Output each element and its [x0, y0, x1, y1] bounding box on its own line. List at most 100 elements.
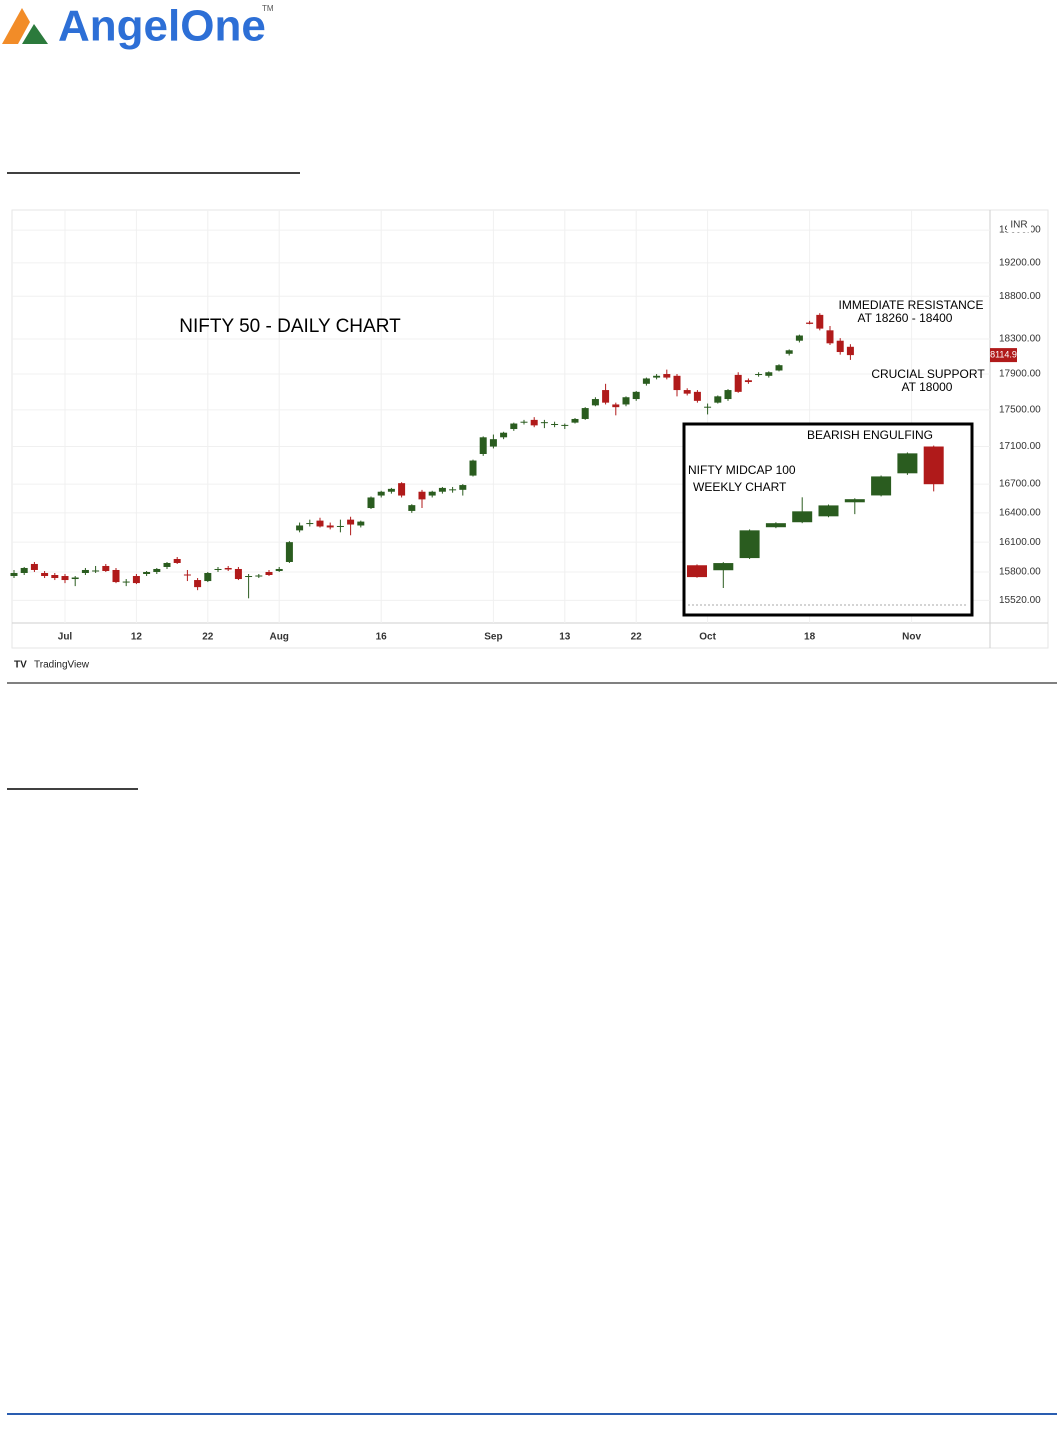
x-tick-label: 16 [376, 632, 388, 643]
candle-body [602, 390, 610, 403]
x-tick-label: Oct [699, 632, 716, 643]
candle-body [316, 520, 324, 527]
candle-body [622, 397, 630, 405]
source: TradingView [34, 660, 90, 671]
candle-body [428, 491, 436, 496]
candle-body [816, 314, 824, 329]
candle-body [41, 572, 49, 577]
candle-body [693, 391, 701, 401]
logo-tm: TM [262, 4, 274, 13]
candle-body [234, 568, 242, 580]
candle-body [387, 488, 395, 492]
x-tick-label: 12 [131, 632, 143, 643]
candle-body [520, 421, 528, 423]
candle-body [367, 497, 375, 509]
candle-body [897, 453, 918, 474]
candle-body [326, 525, 334, 528]
candle-body [792, 511, 813, 523]
candle-body [795, 335, 803, 341]
candle-body [398, 483, 406, 496]
candle-body [755, 374, 763, 376]
candle-body [214, 568, 222, 570]
candle-body [687, 565, 707, 578]
inset-title: NIFTY MIDCAP 100 [688, 463, 796, 477]
candle-body [739, 530, 760, 559]
candle-body [673, 375, 681, 391]
candle-body [612, 404, 620, 408]
candle-body [663, 374, 671, 378]
candle-body [500, 432, 508, 438]
candle-body [704, 406, 712, 408]
x-tick-label: Nov [902, 632, 921, 643]
y-tick-label: 18300.00 [999, 334, 1041, 345]
chart-title: NIFTY 50 - DAILY CHART [179, 316, 401, 337]
candle-body [153, 568, 161, 572]
candle-body [81, 569, 89, 573]
candle-body [10, 572, 18, 577]
inset-title: WEEKLY CHART [693, 480, 787, 494]
annotation: CRUCIAL SUPPORT [871, 367, 985, 381]
candle-body [71, 577, 79, 580]
candle-body [469, 460, 477, 476]
y-tick-label: 15520.00 [999, 595, 1041, 606]
candle-body [806, 322, 814, 324]
source-logo: TV [14, 660, 27, 671]
y-tick-label: 16700.00 [999, 479, 1041, 490]
currency-badge [1007, 218, 1031, 232]
price-marker [990, 348, 1017, 363]
candle-body [173, 558, 181, 563]
candle-body [846, 346, 854, 356]
candle-body [204, 572, 212, 582]
candle-body [265, 571, 273, 576]
candle-body [744, 380, 752, 383]
candle-body [275, 568, 283, 571]
x-tick-label: 18 [804, 632, 816, 643]
candle-body [377, 491, 385, 496]
candle-body [571, 418, 579, 423]
logo: AngelOne TM [2, 2, 274, 51]
candle-body [581, 408, 589, 419]
y-tick-label: 15800.00 [999, 567, 1041, 578]
candle-body [844, 499, 865, 503]
candle-body [194, 580, 202, 588]
annotation: AT 18260 - 18400 [858, 311, 953, 325]
candle-body [923, 446, 944, 485]
candle-body [296, 525, 304, 531]
y-tick-label: 17500.00 [999, 405, 1041, 416]
y-tick-label: 17900.00 [999, 369, 1041, 380]
y-tick-label: 19200.00 [999, 257, 1041, 268]
y-tick-label: 16400.00 [999, 508, 1041, 519]
plot: 15520.00 15800.00 16100.00 16400.00 16700.00… [10, 210, 1041, 643]
y-tick-label: 18800.00 [999, 291, 1041, 302]
x-tick-label: 13 [559, 632, 571, 643]
candle-body [306, 523, 314, 525]
candle-body [347, 519, 355, 525]
candle-body [102, 565, 110, 571]
candle-body [449, 489, 457, 491]
logo-mark [22, 24, 48, 44]
candle-body [479, 437, 487, 454]
candle-body [530, 419, 538, 426]
candle-body [510, 423, 518, 430]
annotation: AT 18000 [902, 380, 953, 394]
candle-body [765, 523, 786, 528]
candle-body [540, 422, 548, 424]
candle-body [642, 378, 650, 384]
candle-body [734, 374, 742, 392]
candle-body [871, 476, 892, 496]
x-tick-label: Sep [484, 632, 502, 643]
candle-body [653, 375, 661, 378]
candle-body [836, 340, 844, 353]
y-tick-label: 17100.00 [999, 441, 1041, 452]
candle-body [826, 330, 834, 344]
candle-body [714, 396, 722, 403]
candle-body [591, 399, 599, 406]
y-tick-label: 16100.00 [999, 537, 1041, 548]
candle-body [561, 424, 569, 426]
candle-body [489, 439, 497, 447]
candle-body [245, 576, 253, 578]
x-tick-label: Aug [269, 632, 288, 643]
candle-body [112, 569, 120, 583]
